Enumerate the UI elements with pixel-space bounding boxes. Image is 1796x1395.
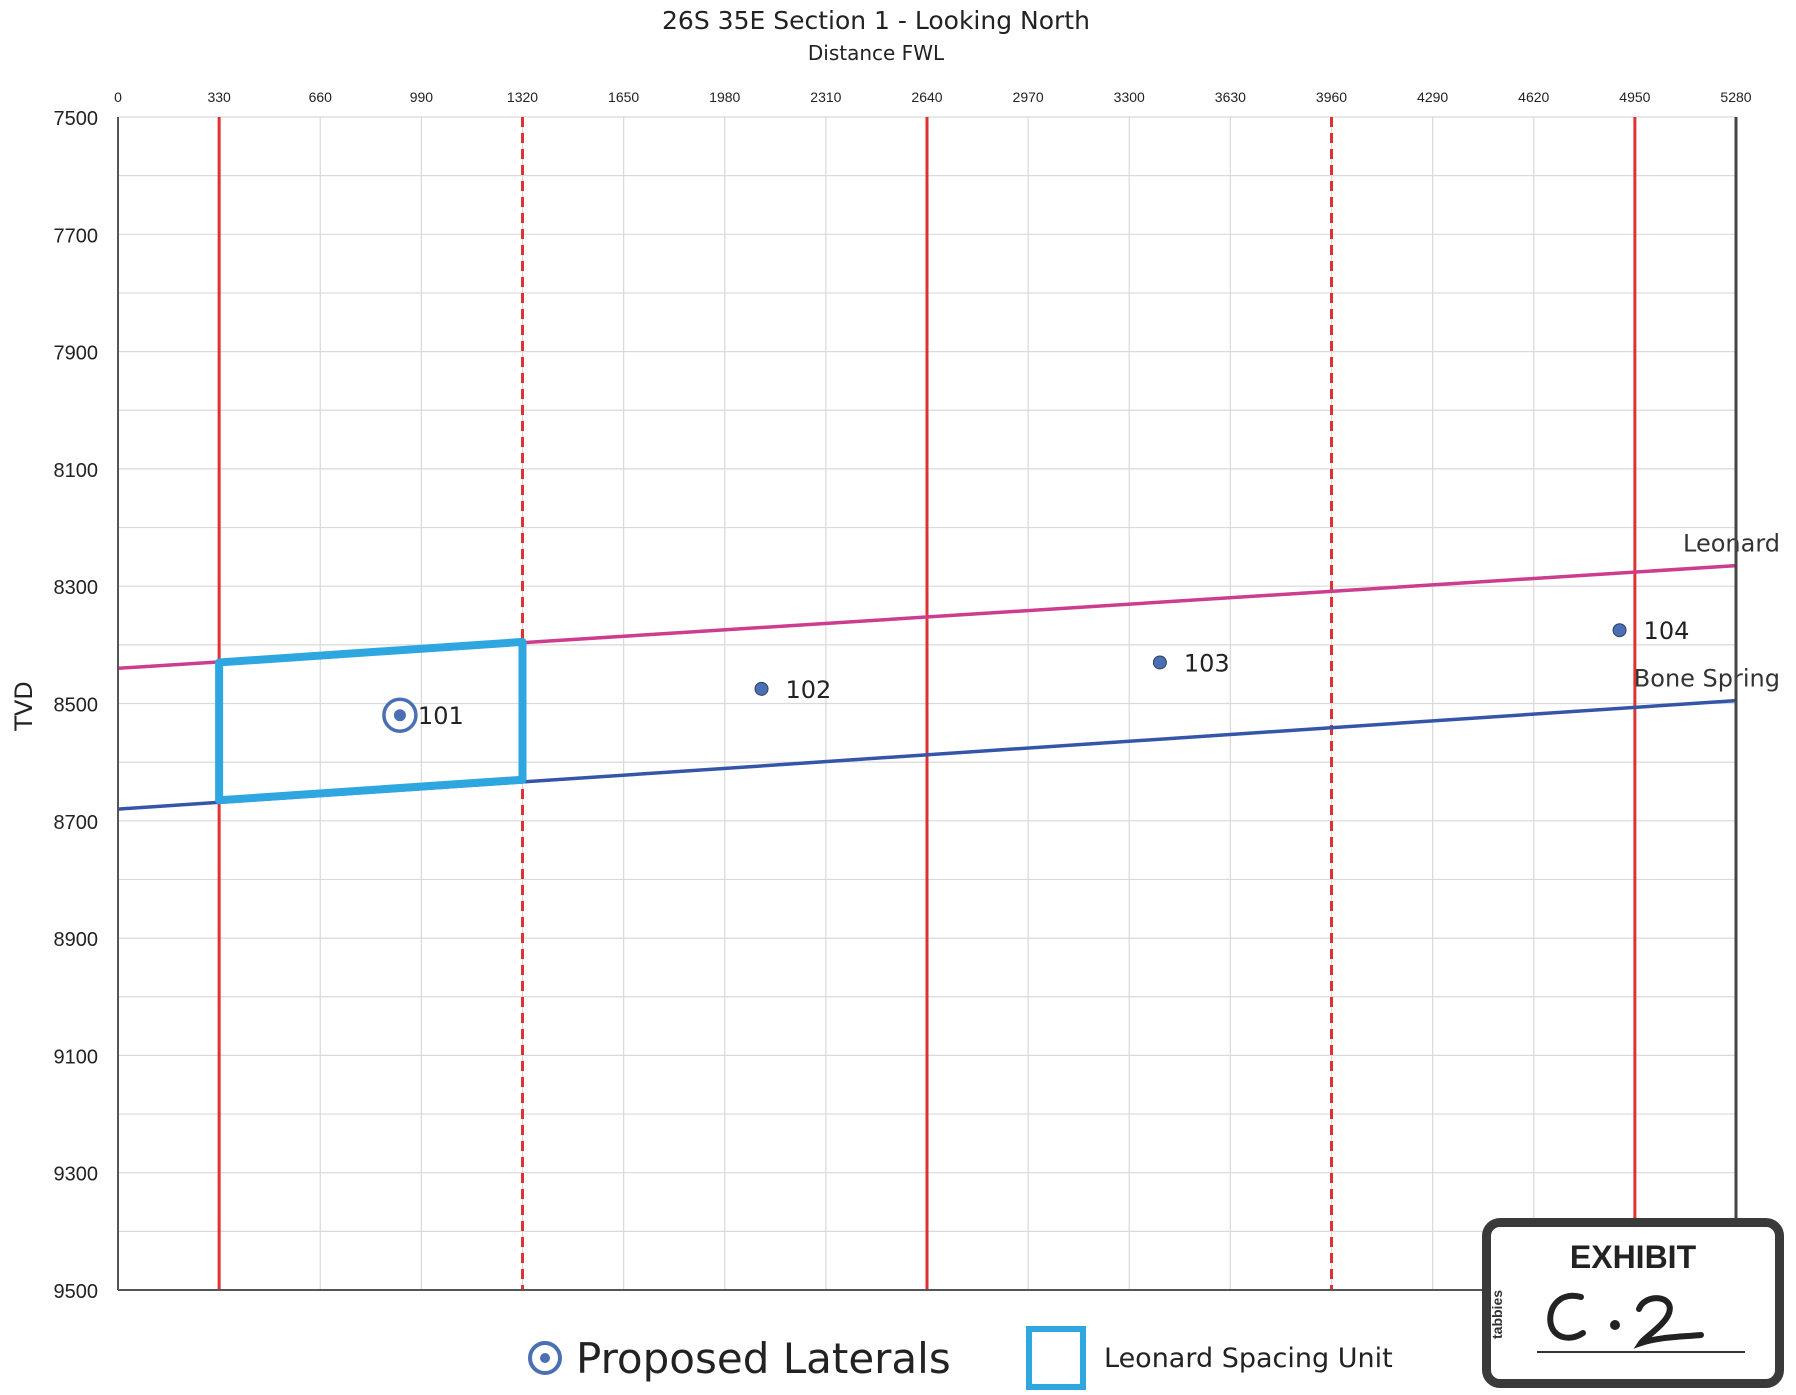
spacing-unit-box (215, 637, 527, 805)
well-label: 104 (1644, 617, 1690, 645)
x-tick-label: 4950 (1619, 89, 1650, 105)
well-label: 101 (418, 702, 464, 730)
legend-proposed-laterals: Proposed Laterals (528, 1322, 951, 1394)
y-tick-label: 9100 (54, 1046, 99, 1068)
well-label: 103 (1184, 649, 1230, 677)
y-axis-label: TVD (10, 681, 38, 732)
y-tick-label: 9500 (54, 1281, 99, 1303)
y-tick-label: 8300 (54, 577, 99, 599)
section-boundary-lines (217, 117, 1637, 1290)
formation-label: Leonard (1683, 530, 1780, 558)
chart-title: 26S 35E Section 1 - Looking North (662, 6, 1090, 35)
exhibit-brand: tabbies (1489, 1289, 1505, 1339)
x-tick-label: 2310 (810, 89, 841, 105)
x-tick-label: 2640 (911, 89, 942, 105)
proposed-well-point (393, 709, 406, 722)
exhibit-title: EXHIBIT (1569, 1239, 1697, 1275)
x-tick-label: 990 (410, 89, 434, 105)
exhibit-handwritten-label-icon (1547, 1292, 1704, 1349)
x-tick-label: 0 (114, 89, 122, 105)
x-tick-labels: 0 330 660 990 1320 1650 1980 2310 2640 2970 3300 36… (114, 89, 1752, 105)
x-tick-label: 4620 (1518, 89, 1549, 105)
y-tick-label: 8100 (54, 460, 99, 482)
exhibit-sticker: EXHIBIT tabbies (1482, 1218, 1784, 1388)
x-tick-label: 3630 (1215, 89, 1246, 105)
signature-line (1537, 1351, 1745, 1353)
x-tick-label: 4290 (1417, 89, 1448, 105)
y-tick-label: 8900 (54, 929, 99, 951)
x-tick-label: 1320 (507, 89, 538, 105)
y-tick-label: 9300 (54, 1164, 99, 1186)
y-tick-label: 8700 (54, 812, 99, 834)
x-tick-label: 1980 (709, 89, 740, 105)
legend-proposed-laterals-label: Proposed Laterals (576, 1333, 951, 1383)
y-tick-label: 7700 (54, 225, 99, 247)
x-tick-label: 5280 (1720, 89, 1751, 105)
x-tick-label: 330 (207, 89, 231, 105)
well-markers: 101 102 103 104 (382, 617, 1690, 733)
legend-leonard-spacing-unit-label: Leonard Spacing Unit (1104, 1342, 1393, 1374)
y-tick-label: 7500 (54, 108, 99, 130)
legend-leonard-spacing-unit: Leonard Spacing Unit (1026, 1322, 1393, 1394)
x-tick-label: 660 (309, 89, 333, 105)
well-label: 102 (786, 676, 832, 704)
x-tick-label: 3960 (1316, 89, 1347, 105)
well-point (754, 681, 769, 696)
x-tick-label: 1650 (608, 89, 639, 105)
chart-subtitle: Distance FWL (808, 41, 945, 65)
leonard-spacing-unit-box (215, 637, 527, 805)
formation-label: Bone Spring (1634, 665, 1780, 693)
formation-lines: Leonard Bone Spring (117, 530, 1780, 811)
x-tick-label: 3300 (1114, 89, 1145, 105)
well-point (1612, 623, 1627, 638)
well-point (1152, 655, 1167, 670)
x-tick-label: 2970 (1013, 89, 1044, 105)
plot-axes (117, 117, 1738, 1291)
y-tick-label: 8500 (54, 695, 99, 717)
y-tick-labels: 7500 7700 7900 8100 8300 8500 8700 8900 9100 9300… (54, 108, 99, 1303)
y-tick-label: 7900 (54, 343, 99, 365)
spacing-unit-swatch-icon (1026, 1326, 1086, 1390)
proposed-lateral-icon (528, 1341, 562, 1375)
